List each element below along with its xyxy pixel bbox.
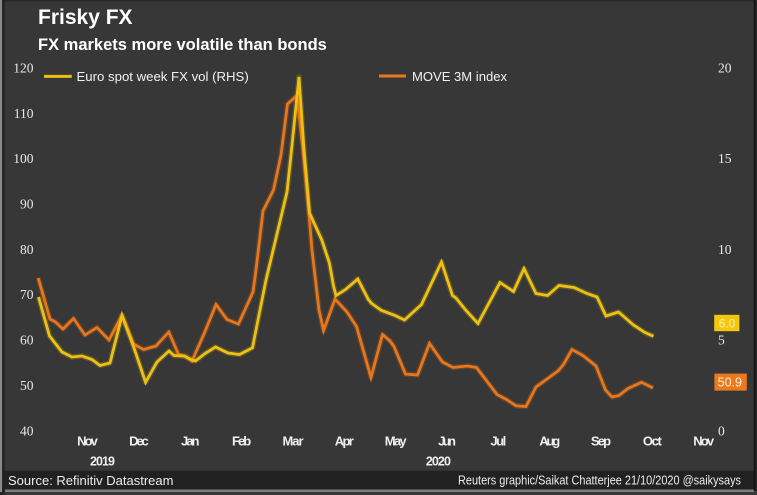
svg-text:80: 80 <box>20 242 34 257</box>
svg-text:Nov: Nov <box>77 434 99 449</box>
svg-text:100: 100 <box>13 151 34 166</box>
svg-text:120: 120 <box>13 61 34 76</box>
svg-text:15: 15 <box>718 151 732 166</box>
svg-text:10: 10 <box>718 242 732 257</box>
svg-text:6.0: 6.0 <box>719 316 736 330</box>
svg-text:Reuters graphic/Saikat Chatter: Reuters graphic/Saikat Chatterjee 21/10/… <box>458 474 741 488</box>
svg-text:Jun: Jun <box>438 434 456 449</box>
svg-text:Frisky FX: Frisky FX <box>38 6 133 29</box>
svg-text:90: 90 <box>20 197 34 212</box>
svg-text:Oct: Oct <box>643 434 663 449</box>
svg-text:Nov: Nov <box>693 434 715 449</box>
svg-text:FX markets more volatile than: FX markets more volatile than bonds <box>38 36 327 54</box>
svg-text:Jan: Jan <box>181 434 200 449</box>
svg-text:Euro spot week FX vol (RHS): Euro spot week FX vol (RHS) <box>77 69 249 84</box>
svg-text:May: May <box>385 434 408 449</box>
svg-text:Sep: Sep <box>591 434 611 449</box>
svg-text:50: 50 <box>20 378 34 393</box>
svg-text:70: 70 <box>20 287 34 302</box>
svg-text:MOVE 3M index: MOVE 3M index <box>412 69 507 84</box>
svg-text:Jul: Jul <box>490 434 506 449</box>
svg-text:2020: 2020 <box>426 455 451 469</box>
svg-text:Source: Refinitiv Datastream: Source: Refinitiv Datastream <box>8 473 173 488</box>
svg-text:Dec: Dec <box>129 434 149 449</box>
svg-text:5: 5 <box>718 333 725 348</box>
svg-text:2019: 2019 <box>90 455 115 469</box>
svg-text:110: 110 <box>14 106 34 121</box>
svg-text:20: 20 <box>718 61 732 76</box>
svg-text:Apr: Apr <box>335 434 354 449</box>
svg-text:Feb: Feb <box>232 434 251 449</box>
svg-text:0: 0 <box>718 423 725 438</box>
svg-text:50.9: 50.9 <box>718 376 742 390</box>
svg-text:Mar: Mar <box>283 434 304 449</box>
svg-text:40: 40 <box>20 423 34 438</box>
svg-text:Aug: Aug <box>539 434 560 449</box>
svg-text:60: 60 <box>20 333 34 348</box>
